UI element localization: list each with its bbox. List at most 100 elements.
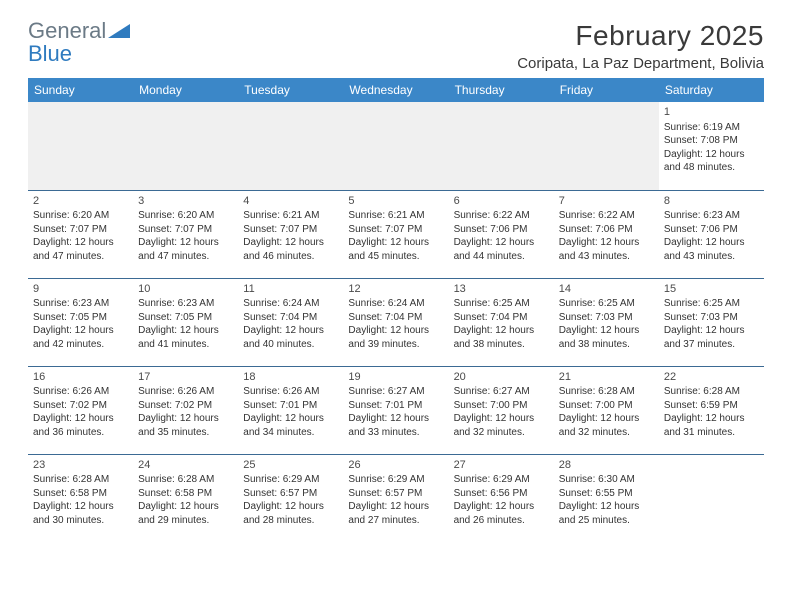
day-number: 25 xyxy=(243,458,338,473)
sunset-text: Sunset: 7:07 PM xyxy=(348,223,443,237)
daylight-text: Daylight: 12 hours and 38 minutes. xyxy=(454,324,549,351)
calendar-cell: 11Sunrise: 6:24 AMSunset: 7:04 PMDayligh… xyxy=(238,278,343,366)
sunset-text: Sunset: 6:55 PM xyxy=(559,487,654,501)
sunrise-text: Sunrise: 6:24 AM xyxy=(348,297,443,311)
daylight-text: Daylight: 12 hours and 43 minutes. xyxy=(559,236,654,263)
calendar-cell xyxy=(659,454,764,542)
calendar-cell: 27Sunrise: 6:29 AMSunset: 6:56 PMDayligh… xyxy=(449,454,554,542)
calendar-cell: 13Sunrise: 6:25 AMSunset: 7:04 PMDayligh… xyxy=(449,278,554,366)
daylight-text: Daylight: 12 hours and 39 minutes. xyxy=(348,324,443,351)
daylight-text: Daylight: 12 hours and 29 minutes. xyxy=(138,500,233,527)
sunset-text: Sunset: 7:05 PM xyxy=(33,311,128,325)
sunrise-text: Sunrise: 6:24 AM xyxy=(243,297,338,311)
day-number: 13 xyxy=(454,282,549,297)
sunrise-text: Sunrise: 6:29 AM xyxy=(243,473,338,487)
sunset-text: Sunset: 7:03 PM xyxy=(664,311,759,325)
sunset-text: Sunset: 7:04 PM xyxy=(454,311,549,325)
calendar-body: 1Sunrise: 6:19 AMSunset: 7:08 PMDaylight… xyxy=(28,102,764,542)
sunrise-text: Sunrise: 6:26 AM xyxy=(33,385,128,399)
day-number: 9 xyxy=(33,282,128,297)
weekday-header: Sunday xyxy=(28,78,133,102)
sunset-text: Sunset: 7:08 PM xyxy=(664,134,759,148)
day-number: 26 xyxy=(348,458,443,473)
weekday-header: Friday xyxy=(554,78,659,102)
daylight-text: Daylight: 12 hours and 48 minutes. xyxy=(664,148,759,175)
day-number: 22 xyxy=(664,370,759,385)
calendar-cell: 1Sunrise: 6:19 AMSunset: 7:08 PMDaylight… xyxy=(659,102,764,190)
calendar-cell: 25Sunrise: 6:29 AMSunset: 6:57 PMDayligh… xyxy=(238,454,343,542)
day-number: 21 xyxy=(559,370,654,385)
sunset-text: Sunset: 6:59 PM xyxy=(664,399,759,413)
sunrise-text: Sunrise: 6:22 AM xyxy=(454,209,549,223)
daylight-text: Daylight: 12 hours and 45 minutes. xyxy=(348,236,443,263)
daylight-text: Daylight: 12 hours and 32 minutes. xyxy=(454,412,549,439)
sunrise-text: Sunrise: 6:28 AM xyxy=(664,385,759,399)
logo: General Blue xyxy=(28,20,130,66)
sunrise-text: Sunrise: 6:28 AM xyxy=(559,385,654,399)
sunrise-text: Sunrise: 6:25 AM xyxy=(559,297,654,311)
sunrise-text: Sunrise: 6:23 AM xyxy=(664,209,759,223)
weekday-header: Monday xyxy=(133,78,238,102)
sunset-text: Sunset: 7:01 PM xyxy=(243,399,338,413)
daylight-text: Daylight: 12 hours and 32 minutes. xyxy=(559,412,654,439)
sunrise-text: Sunrise: 6:29 AM xyxy=(454,473,549,487)
sunset-text: Sunset: 7:07 PM xyxy=(243,223,338,237)
sunset-text: Sunset: 7:00 PM xyxy=(559,399,654,413)
calendar-cell: 18Sunrise: 6:26 AMSunset: 7:01 PMDayligh… xyxy=(238,366,343,454)
day-number: 3 xyxy=(138,194,233,209)
day-number: 7 xyxy=(559,194,654,209)
sunset-text: Sunset: 7:07 PM xyxy=(33,223,128,237)
day-number: 10 xyxy=(138,282,233,297)
location-text: Coripata, La Paz Department, Bolivia xyxy=(517,55,764,72)
daylight-text: Daylight: 12 hours and 30 minutes. xyxy=(33,500,128,527)
calendar-table: Sunday Monday Tuesday Wednesday Thursday… xyxy=(28,78,764,542)
daylight-text: Daylight: 12 hours and 47 minutes. xyxy=(138,236,233,263)
calendar-week-row: 2Sunrise: 6:20 AMSunset: 7:07 PMDaylight… xyxy=(28,190,764,278)
sunset-text: Sunset: 7:06 PM xyxy=(664,223,759,237)
day-number: 6 xyxy=(454,194,549,209)
daylight-text: Daylight: 12 hours and 38 minutes. xyxy=(559,324,654,351)
calendar-cell: 14Sunrise: 6:25 AMSunset: 7:03 PMDayligh… xyxy=(554,278,659,366)
calendar-week-row: 16Sunrise: 6:26 AMSunset: 7:02 PMDayligh… xyxy=(28,366,764,454)
daylight-text: Daylight: 12 hours and 27 minutes. xyxy=(348,500,443,527)
calendar-cell: 3Sunrise: 6:20 AMSunset: 7:07 PMDaylight… xyxy=(133,190,238,278)
calendar-week-row: 9Sunrise: 6:23 AMSunset: 7:05 PMDaylight… xyxy=(28,278,764,366)
calendar-cell: 6Sunrise: 6:22 AMSunset: 7:06 PMDaylight… xyxy=(449,190,554,278)
calendar-cell: 4Sunrise: 6:21 AMSunset: 7:07 PMDaylight… xyxy=(238,190,343,278)
daylight-text: Daylight: 12 hours and 34 minutes. xyxy=(243,412,338,439)
sunset-text: Sunset: 7:03 PM xyxy=(559,311,654,325)
sunrise-text: Sunrise: 6:21 AM xyxy=(243,209,338,223)
calendar-cell xyxy=(133,102,238,190)
sunrise-text: Sunrise: 6:23 AM xyxy=(138,297,233,311)
sunset-text: Sunset: 6:57 PM xyxy=(243,487,338,501)
day-number: 12 xyxy=(348,282,443,297)
weekday-header-row: Sunday Monday Tuesday Wednesday Thursday… xyxy=(28,78,764,102)
sunset-text: Sunset: 7:00 PM xyxy=(454,399,549,413)
logo-text-blue: Blue xyxy=(28,41,72,66)
sunset-text: Sunset: 7:07 PM xyxy=(138,223,233,237)
day-number: 18 xyxy=(243,370,338,385)
day-number: 19 xyxy=(348,370,443,385)
logo-text-general: General xyxy=(28,18,106,43)
day-number: 2 xyxy=(33,194,128,209)
day-number: 8 xyxy=(664,194,759,209)
sunset-text: Sunset: 6:58 PM xyxy=(138,487,233,501)
daylight-text: Daylight: 12 hours and 33 minutes. xyxy=(348,412,443,439)
sunrise-text: Sunrise: 6:28 AM xyxy=(33,473,128,487)
daylight-text: Daylight: 12 hours and 36 minutes. xyxy=(33,412,128,439)
sunrise-text: Sunrise: 6:26 AM xyxy=(138,385,233,399)
calendar-cell: 7Sunrise: 6:22 AMSunset: 7:06 PMDaylight… xyxy=(554,190,659,278)
sunset-text: Sunset: 6:58 PM xyxy=(33,487,128,501)
calendar-cell: 21Sunrise: 6:28 AMSunset: 7:00 PMDayligh… xyxy=(554,366,659,454)
sunrise-text: Sunrise: 6:25 AM xyxy=(664,297,759,311)
sunrise-text: Sunrise: 6:26 AM xyxy=(243,385,338,399)
sunrise-text: Sunrise: 6:30 AM xyxy=(559,473,654,487)
sunset-text: Sunset: 7:04 PM xyxy=(243,311,338,325)
sunset-text: Sunset: 7:02 PM xyxy=(33,399,128,413)
calendar-cell: 8Sunrise: 6:23 AMSunset: 7:06 PMDaylight… xyxy=(659,190,764,278)
sunrise-text: Sunrise: 6:23 AM xyxy=(33,297,128,311)
weekday-header: Tuesday xyxy=(238,78,343,102)
sunrise-text: Sunrise: 6:27 AM xyxy=(454,385,549,399)
daylight-text: Daylight: 12 hours and 44 minutes. xyxy=(454,236,549,263)
weekday-header: Wednesday xyxy=(343,78,448,102)
